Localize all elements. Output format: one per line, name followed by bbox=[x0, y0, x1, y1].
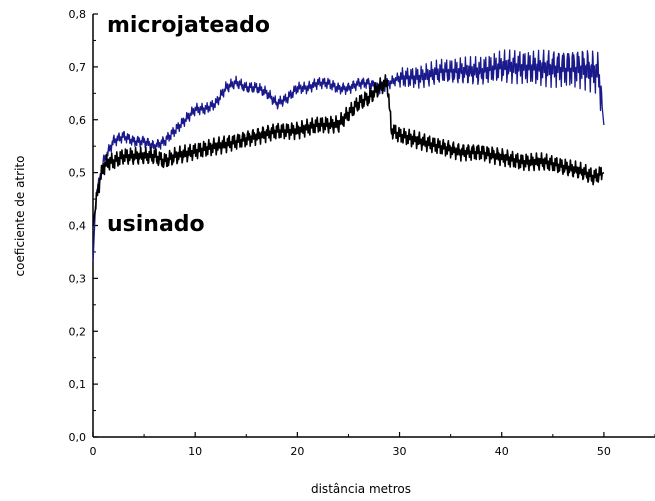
x-axis-title: distância metros bbox=[311, 482, 411, 496]
x-tick-label: 0 bbox=[90, 445, 97, 458]
x-tick-label: 10 bbox=[188, 445, 202, 458]
series-label-usinado: usinado bbox=[107, 212, 205, 237]
y-axis-title: coeficiente de atrito bbox=[13, 156, 27, 277]
y-tick-label: 0,6 bbox=[69, 114, 87, 127]
x-tick-label: 20 bbox=[290, 445, 304, 458]
ticks: 0,0 0,1 0,2 0,3 0,4 0,5 0,6 0,7 0,8 0 10 20 30 40 50 bbox=[69, 8, 655, 458]
x-tick-label: 30 bbox=[393, 445, 407, 458]
y-tick-label: 0,8 bbox=[69, 8, 87, 21]
y-tick-label: 0,4 bbox=[69, 220, 87, 233]
series-label-microjateado: microjateado bbox=[107, 13, 270, 38]
series-line-usinado bbox=[92, 74, 605, 226]
series-line-microjateado bbox=[92, 49, 605, 263]
y-tick-label: 0,1 bbox=[69, 378, 87, 391]
y-tick-label: 0,3 bbox=[69, 272, 87, 285]
y-tick-label: 0,7 bbox=[69, 61, 87, 74]
y-tick-label: 0,2 bbox=[69, 325, 87, 338]
series-lines bbox=[92, 49, 605, 263]
x-tick-label: 40 bbox=[495, 445, 509, 458]
y-tick-label: 0,5 bbox=[69, 167, 87, 180]
y-tick-label: 0,0 bbox=[69, 431, 87, 444]
x-tick-label: 50 bbox=[597, 445, 611, 458]
